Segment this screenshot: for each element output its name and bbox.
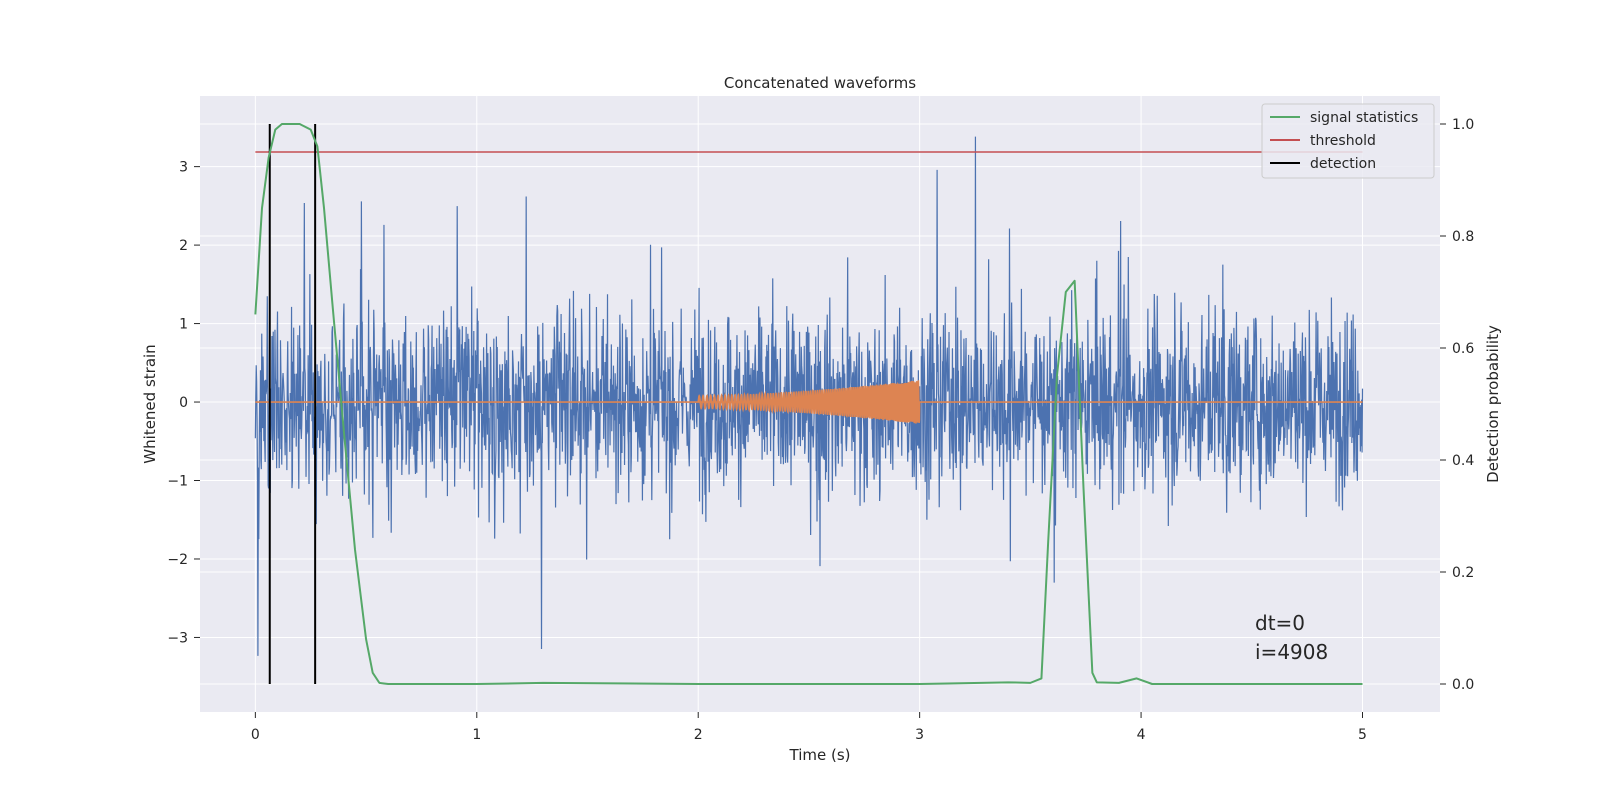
y-tick-label: −1 [167, 474, 188, 490]
x-tick-label: 2 [694, 727, 703, 743]
x-tick-label: 1 [472, 727, 481, 743]
x-tick-label: 5 [1358, 727, 1367, 743]
y2-tick-label: 1.0 [1452, 117, 1474, 133]
legend-label-threshold: threshold [1310, 133, 1376, 149]
y2-tick-label: 0.6 [1452, 341, 1474, 357]
axes: 0 1 2 3 4 5 −3 −2 −1 0 1 2 3 0.0 0.2 0.4 0.6 0.8 1.0 [167, 117, 1474, 743]
injection-chirp [697, 380, 921, 424]
y-axis-label: Whitened strain [141, 344, 159, 463]
y-tick-label: 3 [179, 160, 188, 176]
x-tick-label: 3 [915, 727, 924, 743]
x-tick-label: 0 [251, 727, 260, 743]
legend-label-detection: detection [1310, 156, 1376, 172]
y2-tick-label: 0.8 [1452, 229, 1474, 245]
y-tick-label: −2 [167, 552, 188, 568]
legend-label-signal-statistics: signal statistics [1310, 110, 1418, 126]
y2-axis-label: Detection probability [1484, 325, 1502, 483]
chart-title: Concatenated waveforms [724, 74, 916, 92]
detection-series [268, 124, 317, 684]
y-tick-label: −3 [167, 630, 188, 646]
annotation-dt: dt=0 [1255, 611, 1305, 635]
injection-series [255, 380, 1363, 424]
strain-series [254, 136, 1364, 656]
y2-tick-label: 0.0 [1452, 677, 1474, 693]
signal-statistics-series [254, 123, 1363, 685]
y-tick-label: 2 [179, 238, 188, 254]
y2-tick-label: 0.2 [1452, 565, 1474, 581]
x-axis-label: Time (s) [789, 746, 851, 764]
legend: signal statistics threshold detection [1261, 103, 1435, 179]
strain-line [254, 136, 1364, 656]
y2-tick-label: 0.4 [1452, 453, 1474, 469]
annotation-index: i=4908 [1255, 640, 1328, 664]
y-tick-label: 0 [179, 395, 188, 411]
y-tick-label: 1 [179, 317, 188, 333]
x-tick-label: 4 [1137, 727, 1146, 743]
legend-box [1261, 103, 1435, 179]
signal-statistics-line [254, 123, 1363, 685]
